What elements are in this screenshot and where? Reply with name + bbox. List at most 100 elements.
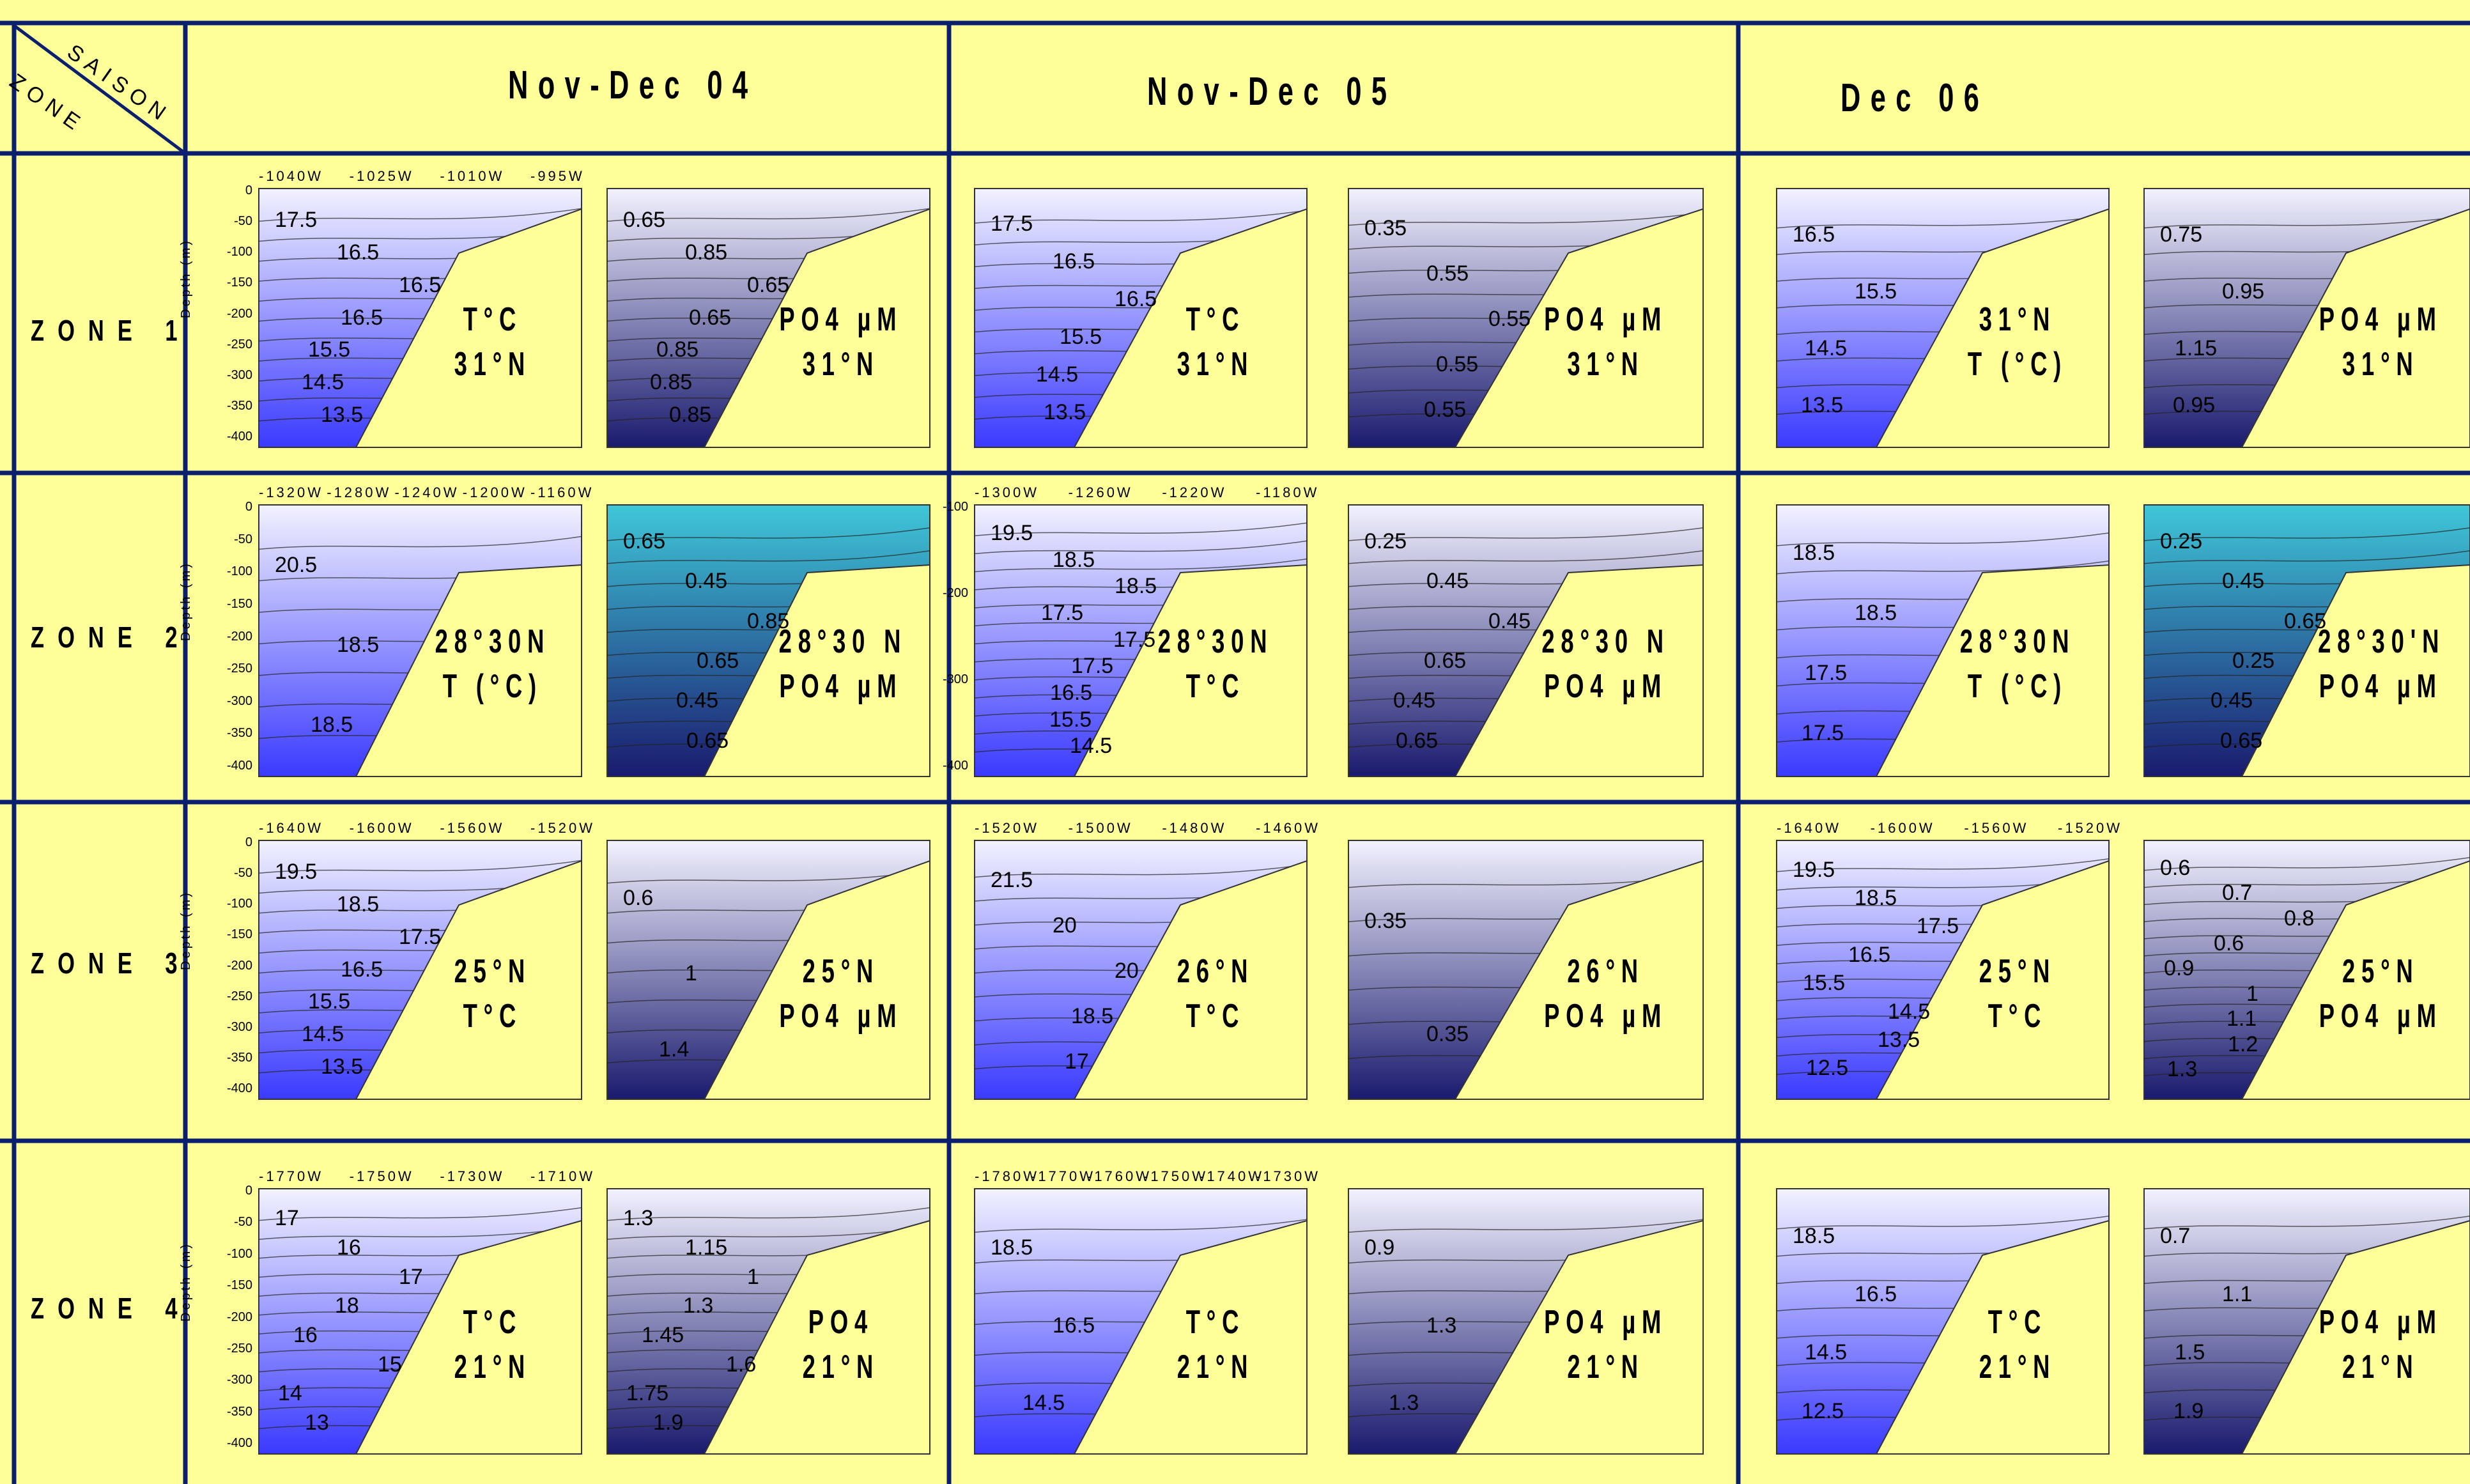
y-tick-label: 0 <box>245 183 252 197</box>
contour-label: 1.3 <box>623 1206 653 1230</box>
x-tick-label: -1520W <box>2058 820 2123 836</box>
contour-label: 0.6 <box>623 886 653 910</box>
panel-label-line: PO4 µM <box>779 998 903 1035</box>
seafloor-shape <box>1073 564 1308 777</box>
y-tick-label: -300 <box>226 1019 252 1034</box>
contour-label: 18.5 <box>1855 886 1897 910</box>
panel-label: T°C 31°N <box>1152 297 1279 387</box>
panel-label-line: 31°N <box>454 346 532 383</box>
contour-label: 0.9 <box>1364 1235 1394 1260</box>
y-tick-label: -200 <box>226 1310 252 1324</box>
x-tick-label: -1300W <box>975 484 1040 500</box>
panel-label-line: T°C <box>463 1304 523 1341</box>
contour-label: 1 <box>747 1265 759 1289</box>
x-tick-label: -1710W <box>530 1168 596 1184</box>
contour-label: 1.6 <box>726 1352 756 1377</box>
section-panel-z4-s1-phosphate: 1.3 1.15 1 1.3 1.45 1.6 1.75 1.9 PO4 21°N <box>606 1188 930 1455</box>
panel-label: 28°30 N PO4 µM <box>779 619 903 709</box>
x-tick-label: -1025W <box>349 168 414 184</box>
contour-label: 0.55 <box>1424 398 1466 422</box>
contour-label: 16.5 <box>1050 681 1092 705</box>
contour-label: 19.5 <box>991 521 1033 545</box>
panel-label-line: PO4 µM <box>779 301 903 339</box>
panel-label-line: T°C <box>1185 301 1246 339</box>
panel-label-line: 26°N <box>1177 953 1254 991</box>
panel-label-line: PO4 <box>808 1304 874 1341</box>
contour-label: 17 <box>275 1206 299 1230</box>
y-tick-label: -200 <box>226 958 252 973</box>
panel-label-line: T°C <box>1185 998 1246 1035</box>
y-tick-label: -100 <box>226 897 252 911</box>
contour-label: 14.5 <box>1888 1000 1930 1024</box>
y-tick-label: -400 <box>226 1436 252 1450</box>
seafloor-shape <box>1073 1219 1308 1455</box>
section-panel-z1-s1-temperature: 17.5 16.5 16.5 16.5 15.5 14.5 13.5 -1040W -1025W… <box>179 168 582 448</box>
contour-label: 1.15 <box>685 1235 727 1260</box>
contour-label: 0.45 <box>2222 569 2264 593</box>
x-tick-label: -1600W <box>349 820 414 836</box>
contour-label: 14.5 <box>1805 1340 1847 1364</box>
y-tick-label: -250 <box>226 337 252 352</box>
contour-label: 0.6 <box>2160 856 2190 880</box>
panel-label: 26°N PO4 µM <box>1538 949 1674 1039</box>
x-tick-label: -1320W <box>259 484 324 500</box>
season-header-1: Nov-Dec 04 <box>508 63 758 107</box>
section-panel-z2-s3-temperature: 18.5 18.5 17.5 17.5 28°30N T (°C) <box>1776 504 2110 777</box>
contour-label: 19.5 <box>1793 858 1835 882</box>
contour-label: 16.5 <box>399 273 441 297</box>
y-tick-label: -400 <box>226 759 252 773</box>
contour-label: 16.5 <box>337 240 379 265</box>
contour-label: 17 <box>1065 1049 1089 1074</box>
y-tick-label: -300 <box>226 693 252 708</box>
x-tick-label: -1010W <box>440 168 505 184</box>
y-tick-label: -150 <box>226 596 252 611</box>
x-tick-label: -1560W <box>440 820 505 836</box>
panel-label-line: 28°30N <box>1157 622 1274 660</box>
seafloor-shape <box>1454 860 1704 1100</box>
panel-label-line: T (°C) <box>1967 346 2068 383</box>
contour-label: 17.5 <box>1071 654 1113 678</box>
seafloor-shape <box>355 860 582 1100</box>
contour-label: 0.65 <box>747 273 789 297</box>
contour-label: 14 <box>278 1381 302 1405</box>
y-axis-label: Depth (m) <box>179 238 193 318</box>
x-tick-label: -1160W <box>530 484 594 500</box>
x-tick-label: -1200W <box>462 484 527 500</box>
contour-label: 1.4 <box>659 1037 689 1062</box>
panel-label-line: T°C <box>1185 1304 1246 1341</box>
contour-label: 15.5 <box>308 337 350 362</box>
contour-label: 0.85 <box>747 609 789 633</box>
panel-label-line: PO4 µM <box>1543 998 1667 1035</box>
panel-label-line: 21°N <box>802 1349 880 1386</box>
x-tick-label: -1180W <box>1256 484 1320 500</box>
contour-label: 0.55 <box>1426 261 1469 286</box>
section-panel-z2-s2-phosphate: 0.25 0.45 0.45 0.65 0.45 0.65 28°30 N PO4 µM <box>1348 504 1704 777</box>
contour-label: 0.65 <box>2284 609 2326 633</box>
contour-label: 0.95 <box>2222 279 2264 304</box>
panel-label: T°C 31°N <box>431 297 555 387</box>
contour-label: 16.5 <box>1793 222 1835 247</box>
contour-label: 1.2 <box>2228 1032 2258 1056</box>
x-tick-label: -1730W <box>440 1168 505 1184</box>
panel-label: PO4 µM 21°N <box>2318 1300 2443 1389</box>
y-tick-label: -250 <box>226 661 252 676</box>
y-tick-label: -300 <box>226 1373 252 1387</box>
y-tick-label: -50 <box>234 214 252 229</box>
y-axis-label: Depth (m) <box>179 890 193 970</box>
section-svg: 16.5 15.5 14.5 13.5 <box>1776 188 2110 448</box>
contour-label: 18.5 <box>337 892 379 916</box>
y-tick-label: -400 <box>226 429 252 444</box>
panel-label-line: PO4 µM <box>1543 1304 1667 1341</box>
seafloor-shape <box>703 564 930 777</box>
contour-label: 0.45 <box>2211 688 2253 713</box>
contour-label: 16.5 <box>1855 1282 1897 1306</box>
zone-label-4: ZONE 4 <box>31 1292 191 1325</box>
panel-label-line: 28°30 N <box>1541 622 1670 660</box>
contour-label: 18.5 <box>991 1235 1033 1260</box>
panel-label-line: 28°30N <box>1959 622 2076 660</box>
section-svg: 19.5 18.5 17.5 16.5 15.5 14.5 13.5 <box>258 840 582 1100</box>
seafloor-shape <box>2241 564 2470 777</box>
x-tick-label: -1280W <box>327 484 392 500</box>
